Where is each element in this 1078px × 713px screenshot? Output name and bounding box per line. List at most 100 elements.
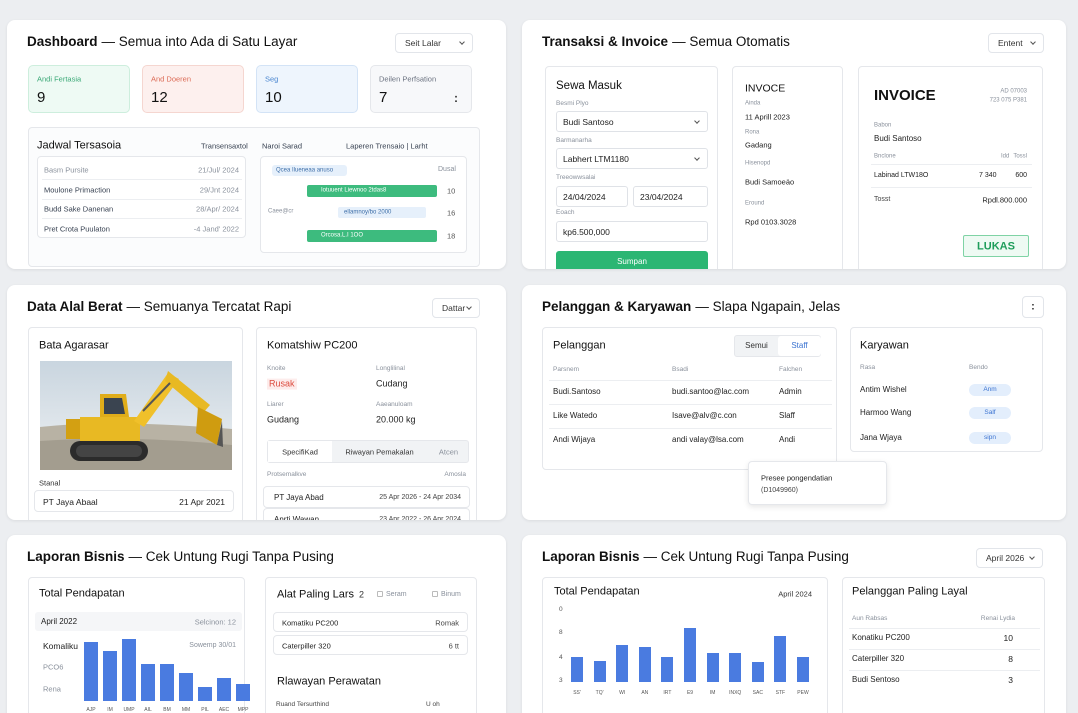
dropdown-button[interactable]: April 2026	[976, 548, 1043, 568]
submit-button[interactable]: Sumpan	[556, 251, 708, 269]
stat-label: Deilen Perfsation	[379, 74, 437, 84]
menu-button[interactable]: :	[1022, 296, 1044, 318]
y-tick-label: 0	[559, 606, 563, 614]
people-card: Pelanggan & Karyawan — Slapa Ngapain, Jel…	[522, 285, 1066, 520]
period-row: April 2022 Selcinon: 12	[35, 612, 242, 631]
field-value: 20.000 kg	[376, 414, 416, 425]
tool-name: Komatiku PC200	[282, 618, 339, 628]
table-header: Parsnem	[553, 366, 580, 374]
invoice: INVOICE AD 07003 723 075 P381 Babon Budi San…	[858, 66, 1043, 269]
table-header: Protsemalkve	[267, 471, 307, 479]
x-tick-label: STF	[775, 690, 786, 696]
dashboard-card: Dashboard — Semua into Ada di Satu Layar S…	[7, 20, 506, 269]
bar	[593, 661, 606, 682]
tab-bar: Semui Staff	[734, 335, 821, 357]
period-label: April 2022	[41, 616, 78, 626]
field-label: Eoach	[556, 209, 575, 217]
row-divider	[871, 164, 1032, 165]
submit-label: Sumpan	[617, 257, 647, 267]
x-tick-label: IRT	[663, 690, 672, 696]
maintenance-value: U oh	[426, 701, 440, 709]
schedule-date: 28/Apr/ 2024	[196, 204, 239, 214]
schedule-list: Basm Pursite 21/Jul/ 2024 Moulone Primacti…	[37, 156, 246, 238]
tool-row: Caterpiller 320 6 tt	[273, 635, 468, 655]
date-input[interactable]: 24/04/2024	[556, 186, 628, 207]
history-period: 25 Apr 2026 - 24 Apr 2034	[379, 493, 461, 501]
card-tagline: — Slapa Ngapain, Jelas	[695, 298, 841, 314]
field-label: Besmi Plyo	[556, 100, 589, 108]
dropdown-button[interactable]: Seit Lalar	[395, 33, 473, 53]
series-label: PCO6	[43, 662, 64, 672]
field-label: Hisenopd	[745, 160, 771, 167]
text-input[interactable]: kp6.500,000	[556, 221, 708, 242]
bar	[236, 684, 250, 701]
customer-name: Budi Sentoso	[852, 675, 900, 685]
tab[interactable]: Atcen	[427, 441, 470, 462]
history-row: PT Jaya Abad 25 Apr 2026 - 24 Apr 2034	[263, 486, 470, 508]
table-cell: Like Watedo	[553, 411, 598, 421]
report-card: Laporan Bisnis — Cek Untung Rugi Tanpa Pu…	[522, 535, 1066, 713]
role-label: Salf	[984, 409, 996, 417]
x-tick-label: SAC	[752, 690, 763, 696]
tab-label: Atcen	[438, 447, 459, 456]
table-header: Renai Lydia	[980, 615, 1015, 623]
timeline-panel: Qcea Ilueneaa anuso Dusal Iotuuent Liewnoo…	[260, 156, 467, 253]
tab[interactable]: Semui	[735, 336, 778, 356]
card-header: Transaksi & Invoice — Semua Otomatis	[542, 34, 790, 50]
date-input[interactable]: 23/04/2024	[633, 186, 708, 207]
x-tick-label: IM	[107, 707, 113, 713]
field-value: Rusak	[267, 378, 297, 390]
timeline-bar: Iotuuent Liewnoo 2tdas8	[307, 185, 437, 197]
dropdown-button[interactable]: Entent	[988, 33, 1044, 53]
timeline-value: 16	[447, 208, 456, 218]
row-divider	[549, 404, 832, 405]
role-badge: Anm	[969, 384, 1011, 396]
schedule-column: Transensaxtol	[201, 141, 248, 151]
stat-card: Deilen Perfsation 7:	[370, 65, 472, 113]
filter-label: Seram	[386, 590, 407, 598]
x-tick-label: PIL	[201, 707, 209, 713]
card-header: Laporan Bisnis — Cek Untung Rugi Tanpa Pu…	[27, 549, 334, 565]
form-title: Sewa Masuk	[556, 80, 622, 93]
field-label: Rona	[745, 129, 760, 136]
field-value: 11 Aprill 2023	[745, 112, 790, 122]
schedule-title: Jadwal Tersasoia	[37, 139, 122, 152]
x-tick-label: BM	[163, 707, 171, 713]
timeline-value: 18	[447, 231, 456, 241]
schedule-name: Budd Sake Danenan	[44, 204, 114, 214]
tab[interactable]: SpecifiKad	[268, 441, 332, 462]
card-header: Data Alal Berat — Semuanya Tercatat Rapi	[27, 299, 291, 315]
tool-name: Caterpiller 320	[282, 641, 331, 651]
invoice-code: 723 075 P381	[989, 97, 1027, 104]
table-cell: andi valay@lsa.com	[672, 435, 744, 445]
stat-menu: :	[454, 90, 458, 105]
row-divider	[549, 428, 832, 429]
tab[interactable]: Staff	[778, 336, 821, 356]
x-tick-label: MM	[181, 707, 191, 713]
card-tagline: — Cek Untung Rugi Tanpa Pusing	[128, 548, 334, 564]
dropdown-button[interactable]: Dattar	[432, 298, 480, 318]
select[interactable]: Budi Santoso	[556, 111, 708, 132]
select[interactable]: Labhert LTM1180	[556, 148, 708, 169]
customer-name: Konatiku PC200	[852, 633, 910, 643]
field-value: Cudang	[376, 378, 408, 389]
bar	[84, 642, 98, 701]
timeline-bar-text: Iotuuent Liewnoo 2tdas8	[321, 187, 387, 194]
tool-count: 2	[359, 589, 365, 600]
tab-label: Staff	[791, 341, 808, 351]
tab[interactable]: Riwayan Pemakalan	[332, 441, 427, 462]
table-cell: Slaff	[779, 411, 795, 421]
bar	[706, 653, 719, 682]
table-header: Bsadi	[672, 366, 689, 374]
role-badge: sipn	[969, 432, 1011, 444]
timeline-bar: Orcosa.L.I 1OO	[307, 230, 437, 242]
x-tick-label: AN	[641, 690, 649, 696]
x-tick-label: INXQ	[729, 690, 742, 696]
stat-label: Andi Fertasia	[37, 74, 82, 84]
card-title: Laporan Bisnis	[542, 548, 640, 564]
loyal-customers-panel: Pelanggan Paling Layal Aun Rabsas Renai Ly…	[842, 577, 1045, 713]
schedule-name: Moulone Primaction	[44, 185, 111, 194]
row-divider	[42, 179, 242, 180]
employee-name: Antim Wishel	[860, 385, 907, 395]
